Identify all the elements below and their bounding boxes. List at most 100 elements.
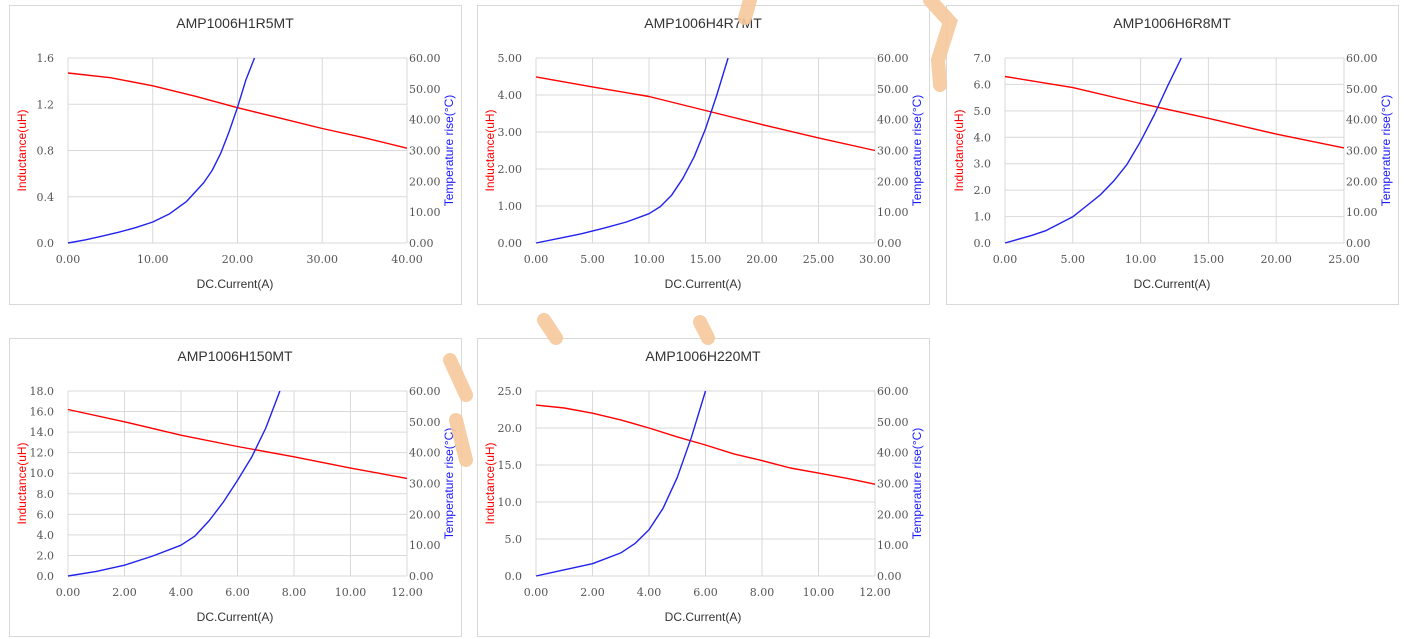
series-line-temperature-rise <box>1004 57 1182 244</box>
y-axis-left-label: Inductance(uH) <box>483 442 497 524</box>
y-right-tick-label: 0.00 <box>409 570 434 583</box>
y-left-tick-label: 8.0 <box>37 488 55 501</box>
y-right-tick-label: 10.00 <box>877 539 909 552</box>
y-right-tick-label: 20.00 <box>877 175 909 188</box>
y-left-tick-label: 0.0 <box>505 570 523 583</box>
x-tick-label: 25.00 <box>803 253 835 266</box>
y-right-tick-label: 20.00 <box>877 508 909 521</box>
y-left-tick-label: 1.0 <box>974 211 992 224</box>
y-left-tick-label: 0.4 <box>37 191 55 204</box>
chart-svg: AMP1006H150MT DC.Current(A) Inductance(uH)… <box>15 348 456 624</box>
y-right-tick-label: 50.00 <box>877 416 909 429</box>
chart-svg: AMP1006H1R5MT DC.Current(A) Inductance(uH)… <box>15 15 456 291</box>
y-right-tick-label: 0.00 <box>1346 237 1371 250</box>
x-tick-label: 20.00 <box>222 253 254 266</box>
x-tick-label: 0.00 <box>993 253 1018 266</box>
x-tick-label: 30.00 <box>307 253 339 266</box>
chart-panel-amp1006h150mt: AMP1006H150MT DC.Current(A) Inductance(uH)… <box>9 338 462 637</box>
x-axis-label: DC.Current(A) <box>197 610 274 624</box>
y-right-tick-label: 40.00 <box>409 114 441 127</box>
chart-svg: AMP1006H220MT DC.Current(A) Inductance(uH)… <box>483 348 924 624</box>
x-tick-label: 30.00 <box>859 253 891 266</box>
y-axis-left-label: Inductance(uH) <box>952 109 966 191</box>
x-tick-label: 12.00 <box>859 586 891 599</box>
y-left-tick-label: 12.0 <box>30 447 55 460</box>
y-right-tick-label: 50.00 <box>877 83 909 96</box>
y-axis-left-label: Inductance(uH) <box>483 109 497 191</box>
y-right-tick-label: 10.00 <box>409 539 441 552</box>
x-tick-label: 15.00 <box>690 253 722 266</box>
y-left-tick-label: 5.0 <box>974 105 992 118</box>
y-right-tick-label: 30.00 <box>409 478 441 491</box>
y-right-tick-label: 10.00 <box>1346 206 1378 219</box>
y-right-tick-label: 10.00 <box>877 206 909 219</box>
y-right-tick-label: 50.00 <box>1346 83 1378 96</box>
x-tick-label: 0.00 <box>524 586 549 599</box>
chart-svg: AMP1006H6R8MT DC.Current(A) Inductance(uH)… <box>952 15 1393 291</box>
series-line-inductance <box>67 408 408 480</box>
y-right-tick-label: 50.00 <box>409 416 441 429</box>
y-right-tick-label: 40.00 <box>409 447 441 460</box>
x-axis-label: DC.Current(A) <box>665 610 742 624</box>
chart-panel-amp1006h6r8mt: AMP1006H6R8MT DC.Current(A) Inductance(uH)… <box>946 5 1399 305</box>
y-right-tick-label: 30.00 <box>1346 145 1378 158</box>
series-line-inductance <box>1004 75 1345 149</box>
x-tick-label: 10.00 <box>633 253 665 266</box>
chart-title: AMP1006H4R7MT <box>644 15 762 31</box>
chart-title: AMP1006H150MT <box>177 348 293 364</box>
x-tick-label: 2.00 <box>112 586 137 599</box>
chart-title: AMP1006H220MT <box>645 348 761 364</box>
y-left-tick-label: 0.0 <box>37 237 55 250</box>
x-tick-label: 10.00 <box>137 253 169 266</box>
x-tick-label: 15.00 <box>1193 253 1225 266</box>
y-right-tick-label: 20.00 <box>409 175 441 188</box>
y-right-tick-label: 60.00 <box>409 52 441 65</box>
series-line-temperature-rise <box>67 57 256 244</box>
x-tick-label: 0.00 <box>56 586 81 599</box>
chart-panel-amp1006h220mt: AMP1006H220MT DC.Current(A) Inductance(uH)… <box>477 338 930 637</box>
y-left-tick-label: 1.00 <box>498 200 523 213</box>
y-right-tick-label: 0.00 <box>877 570 902 583</box>
y-left-tick-label: 16.0 <box>30 406 55 419</box>
x-tick-label: 10.00 <box>803 586 835 599</box>
x-tick-label: 8.00 <box>282 586 307 599</box>
y-left-tick-label: 25.0 <box>498 385 523 398</box>
y-right-tick-label: 0.00 <box>409 237 434 250</box>
x-axis-label: DC.Current(A) <box>665 277 742 291</box>
y-left-tick-label: 0.8 <box>37 145 55 158</box>
y-axis-left-label: Inductance(uH) <box>15 109 29 191</box>
y-right-tick-label: 60.00 <box>877 385 909 398</box>
y-right-tick-label: 0.00 <box>877 237 902 250</box>
y-left-tick-label: 7.0 <box>974 52 992 65</box>
y-axis-right-label: Temperature rise(°C) <box>1379 95 1393 207</box>
y-right-tick-label: 40.00 <box>877 114 909 127</box>
x-tick-label: 4.00 <box>169 586 194 599</box>
y-left-tick-label: 4.0 <box>974 131 992 144</box>
chart-panel-amp1006h4r7mt: AMP1006H4R7MT DC.Current(A) Inductance(uH)… <box>477 5 930 305</box>
y-left-tick-label: 15.0 <box>498 459 523 472</box>
series-line-temperature-rise <box>535 390 707 577</box>
x-tick-label: 10.00 <box>335 586 367 599</box>
y-left-tick-label: 2.0 <box>974 184 992 197</box>
y-right-tick-label: 30.00 <box>877 478 909 491</box>
chart-svg: AMP1006H4R7MT DC.Current(A) Inductance(uH)… <box>483 15 924 291</box>
y-right-tick-label: 60.00 <box>1346 52 1378 65</box>
x-tick-label: 12.00 <box>391 586 423 599</box>
y-right-tick-label: 50.00 <box>409 83 441 96</box>
y-left-tick-label: 5.00 <box>498 52 523 65</box>
y-right-tick-label: 10.00 <box>409 206 441 219</box>
y-left-tick-label: 18.0 <box>30 385 55 398</box>
chart-title: AMP1006H6R8MT <box>1113 15 1231 31</box>
x-tick-label: 0.00 <box>524 253 549 266</box>
y-right-tick-label: 40.00 <box>877 447 909 460</box>
y-right-tick-label: 60.00 <box>877 52 909 65</box>
y-left-tick-label: 4.00 <box>498 89 523 102</box>
y-axis-right-label: Temperature rise(°C) <box>442 95 456 207</box>
y-axis-right-label: Temperature rise(°C) <box>442 428 456 540</box>
y-right-tick-label: 40.00 <box>1346 114 1378 127</box>
chart-panel-amp1006h1r5mt: AMP1006H1R5MT DC.Current(A) Inductance(uH)… <box>9 5 462 305</box>
y-right-tick-label: 20.00 <box>1346 175 1378 188</box>
y-left-tick-label: 3.00 <box>498 126 523 139</box>
y-left-tick-label: 2.0 <box>37 549 55 562</box>
y-right-tick-label: 30.00 <box>409 145 441 158</box>
